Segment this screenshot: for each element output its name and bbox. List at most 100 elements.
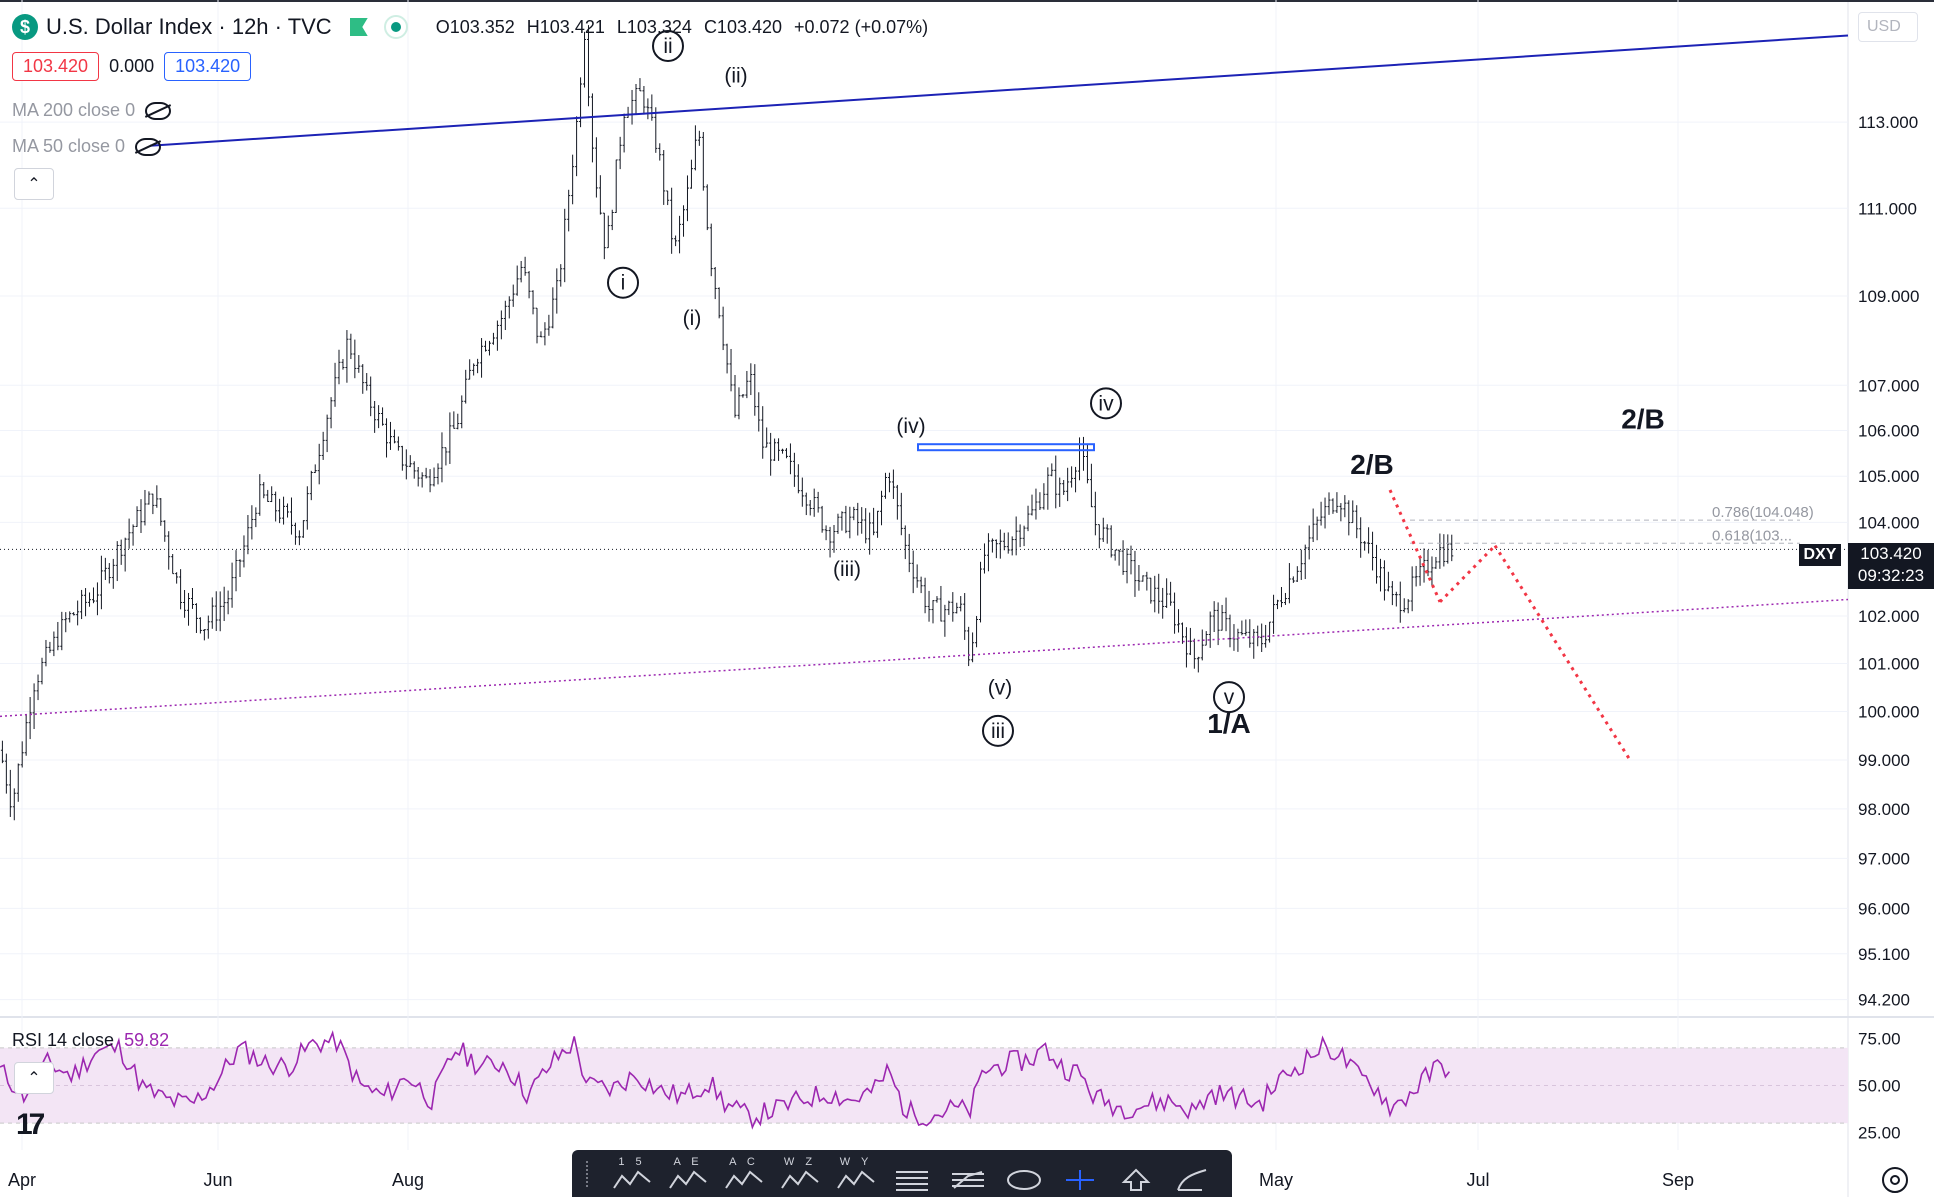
rsi-line bbox=[0, 1030, 1451, 1130]
ma200-label: MA 200 close 0 bbox=[12, 100, 136, 120]
chevron-up-icon: ⌃ bbox=[27, 176, 41, 193]
rsi-value: 59.82 bbox=[124, 1030, 170, 1050]
projection-down-line bbox=[1388, 489, 1442, 603]
wave-label: i bbox=[621, 272, 626, 295]
time-axis: Apr Jun Aug May Jul Sep bbox=[8, 1170, 1694, 1190]
resistance-trendline bbox=[149, 34, 1849, 147]
ma50-legend[interactable]: MA 50 close 0 bbox=[12, 136, 162, 157]
ohlc-values: O103.352 H103.421 L103.324 C103.420 +0.0… bbox=[436, 17, 928, 38]
wave-label: (i) bbox=[683, 307, 702, 330]
ma200-legend[interactable]: MA 200 close 0 bbox=[12, 100, 172, 121]
wave-label-circle bbox=[607, 266, 639, 299]
wave-label: ii bbox=[663, 35, 672, 58]
wave-label: (iv) bbox=[896, 415, 925, 438]
rsi-tick-label: 25.00 bbox=[1858, 1124, 1901, 1143]
time-tick-label: May bbox=[1259, 1170, 1293, 1190]
rsi-pane: 75.00 50.00 25.00 bbox=[0, 1029, 1901, 1143]
price-tick-label: 95.100 bbox=[1858, 945, 1910, 964]
collapse-rsi-button[interactable]: ⌃ bbox=[14, 1062, 54, 1094]
crosshair-icon bbox=[1066, 1169, 1094, 1190]
wave-label: (v) bbox=[988, 676, 1013, 699]
price-tick-label: 101.000 bbox=[1858, 655, 1919, 674]
crosshair-tool[interactable] bbox=[1054, 1154, 1106, 1194]
currency-selector[interactable]: USD bbox=[1858, 12, 1918, 42]
arrow-up-icon bbox=[1121, 1168, 1151, 1191]
wave-label: iii bbox=[991, 720, 1005, 743]
time-tick-label: Sep bbox=[1662, 1170, 1694, 1190]
hidden-eye-icon[interactable] bbox=[135, 137, 162, 156]
wave-label: iv bbox=[1098, 392, 1114, 415]
drag-handle-icon[interactable] bbox=[586, 1160, 596, 1187]
price-tick-label: 109.000 bbox=[1858, 287, 1919, 306]
price-tick-label: 96.000 bbox=[1858, 899, 1910, 918]
elliott-correction-tool[interactable]: A E bbox=[662, 1154, 714, 1194]
zigzag-icon bbox=[669, 1170, 707, 1189]
elliott-double-combo-tool[interactable]: W Z bbox=[774, 1154, 826, 1194]
price-tick-label: 98.000 bbox=[1858, 800, 1910, 819]
ma50-label: MA 50 close 0 bbox=[12, 136, 126, 156]
price-tick-label: 104.000 bbox=[1858, 513, 1919, 532]
symbol-title[interactable]: U.S. Dollar Index · 12h · TVC bbox=[46, 14, 332, 39]
fib-level-label: 0.786(104.048) bbox=[1712, 504, 1814, 521]
hidden-eye-icon[interactable] bbox=[145, 101, 172, 120]
fib-retracement-tool[interactable] bbox=[886, 1154, 938, 1194]
wave-label: v bbox=[1224, 686, 1235, 709]
candlestick-series bbox=[0, 25, 1454, 821]
change-value: +0.072 (+0.07%) bbox=[794, 16, 929, 37]
zigzag-icon bbox=[837, 1170, 875, 1189]
wave-label: 2/B bbox=[1350, 449, 1394, 480]
price-tick-label: 111.000 bbox=[1858, 199, 1917, 218]
time-tick-label: Aug bbox=[392, 1170, 424, 1190]
buy-price-button[interactable]: 103.420 bbox=[164, 52, 252, 81]
price-tick-label: 94.200 bbox=[1858, 991, 1910, 1010]
rsi-legend[interactable]: RSI 14 close 59.82 bbox=[12, 1030, 169, 1051]
high-value: H103.421 bbox=[526, 16, 605, 37]
elliott-triple-combo-tool[interactable]: W Y bbox=[830, 1154, 882, 1194]
sell-price-button[interactable]: 103.420 bbox=[12, 52, 100, 81]
last-price-tag: 103.420 09:32:23 bbox=[1848, 543, 1934, 589]
flag-icon[interactable] bbox=[349, 18, 368, 36]
ellipse-tool[interactable] bbox=[998, 1154, 1050, 1194]
tradingview-logo-icon[interactable]: 17 bbox=[16, 1108, 45, 1141]
zigzag-icon bbox=[781, 1170, 819, 1189]
brush-tool[interactable] bbox=[1166, 1154, 1218, 1194]
wave-label: (iii) bbox=[833, 558, 861, 581]
chart-legend: $ U.S. Dollar Index · 12h · TVC O103.352… bbox=[12, 14, 928, 40]
fib-lines-icon bbox=[896, 1170, 928, 1191]
price-tick-label: 106.000 bbox=[1858, 422, 1919, 441]
settings-gear-icon[interactable] bbox=[1882, 1167, 1908, 1193]
collapse-legend-button[interactable]: ⌃ bbox=[14, 168, 54, 200]
wave-label: 2/B bbox=[1621, 403, 1665, 434]
arrow-up-tool[interactable] bbox=[1110, 1154, 1162, 1194]
drawing-overlay: 0.786(104.048) 0.618(103... ii (ii) i (i) (iv)… bbox=[0, 29, 1849, 761]
chevron-up-icon: ⌃ bbox=[27, 1070, 41, 1087]
rsi-tick-label: 75.00 bbox=[1858, 1029, 1901, 1048]
elliott-impulse-tool[interactable]: 1 5 bbox=[606, 1154, 658, 1194]
price-tick-label: 99.000 bbox=[1858, 751, 1910, 770]
market-status-icon[interactable] bbox=[383, 15, 408, 39]
price-tick-label: 105.000 bbox=[1858, 467, 1919, 486]
fib-level-label: 0.618(103... bbox=[1712, 527, 1792, 544]
zigzag-icon bbox=[725, 1170, 763, 1189]
price-tick-label: 97.000 bbox=[1858, 849, 1910, 868]
bar-countdown: 09:32:23 bbox=[1857, 566, 1925, 585]
fib-extension-tool[interactable] bbox=[942, 1154, 994, 1194]
rsi-label: RSI 14 close bbox=[12, 1030, 115, 1050]
projection-target-line bbox=[1493, 544, 1632, 761]
range-rectangle bbox=[917, 443, 1095, 452]
dollar-symbol-icon: $ bbox=[12, 14, 38, 40]
ellipse-icon bbox=[1007, 1169, 1041, 1190]
open-value: O103.352 bbox=[435, 16, 515, 37]
time-tick-label: Jun bbox=[203, 1170, 232, 1190]
price-tick-label: 100.000 bbox=[1858, 703, 1919, 722]
time-tick-label: Jul bbox=[1466, 1170, 1489, 1190]
brush-icon bbox=[1177, 1168, 1207, 1191]
elliott-triangle-tool[interactable]: A C bbox=[718, 1154, 770, 1194]
price-axis: 113.000 111.000 109.000 107.000 106.000 105.0… bbox=[1858, 113, 1919, 1009]
spread-value: 0.000 bbox=[109, 56, 155, 76]
price-tick-label: 102.000 bbox=[1858, 607, 1919, 626]
price-tick-label: 107.000 bbox=[1858, 376, 1919, 395]
wave-label-circle bbox=[1213, 681, 1245, 714]
